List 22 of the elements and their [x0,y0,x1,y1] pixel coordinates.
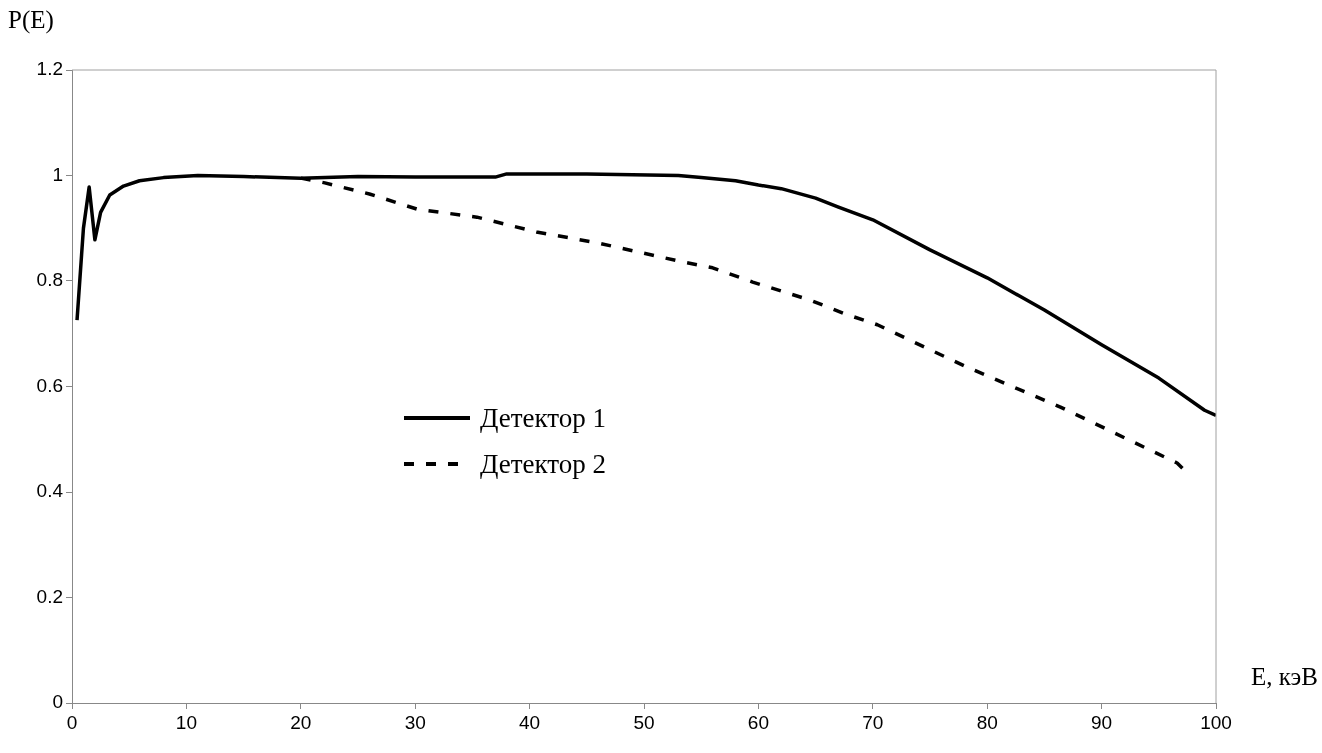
x-tick-label: 80 [976,711,998,733]
y-tick-label: 1 [52,163,63,185]
y-tick-label: 0.4 [36,480,64,502]
x-tick-label: 100 [1200,711,1232,733]
y-tick-label: 1.2 [36,58,63,80]
x-axis-title: E, кэВ [1251,663,1318,691]
x-tick-label: 70 [862,711,884,733]
x-tick-label: 60 [747,711,769,733]
y-tick-label: 0.8 [36,269,63,291]
x-tick-label: 30 [404,711,426,733]
legend-label: Детектор 1 [480,402,606,434]
x-tick-label: 40 [519,711,541,733]
y-tick-label: 0.6 [36,374,63,396]
legend-label: Детектор 2 [480,448,606,480]
y-axis-title: P(E) [8,6,54,34]
y-tick-label: 0 [52,691,63,713]
x-tick-label: 20 [290,711,312,733]
y-tick-label: 0.2 [36,585,63,607]
x-tick-label: 50 [633,711,655,733]
x-tick-label: 90 [1091,711,1113,733]
x-tick-label: 10 [175,711,197,733]
x-tick-label: 0 [66,711,78,733]
